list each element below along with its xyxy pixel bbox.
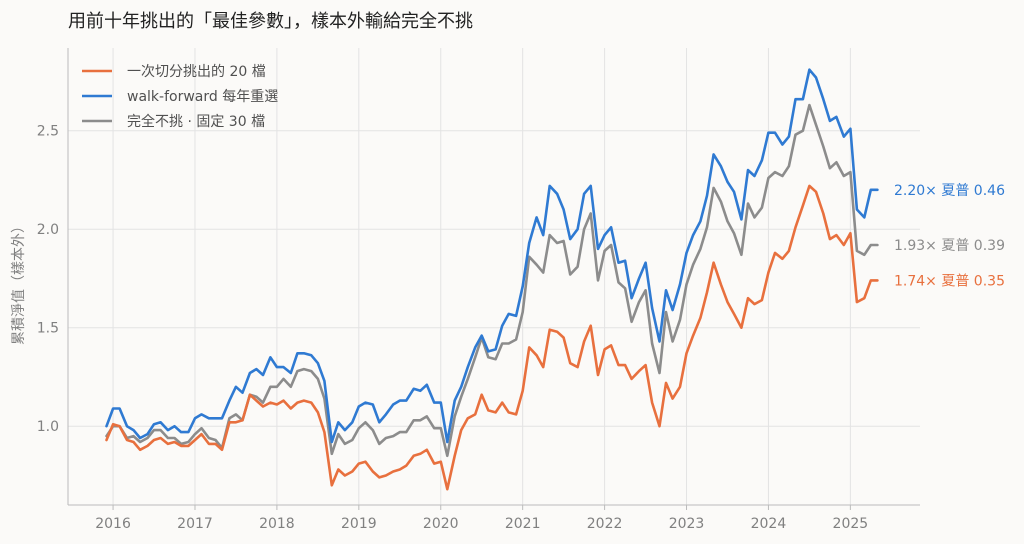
x-tick-label: 2020: [423, 516, 459, 532]
end-label-1: 2.20× 夏普 0.46: [894, 183, 1005, 199]
x-tick-label: 2025: [833, 516, 869, 532]
end-label-0: 1.74× 夏普 0.35: [894, 273, 1005, 289]
axes: 1.0 1.5 2.0 2.5 2016 2017 2018 2019 2020 2021 2022…: [37, 48, 920, 532]
end-labels: 1.74× 夏普 0.35 2.20× 夏普 0.46 1.93× 夏普 0.39: [894, 183, 1005, 290]
x-tick-label: 2024: [751, 516, 787, 532]
x-tick-label: 2016: [95, 516, 131, 532]
x-tick-label: 2023: [669, 516, 705, 532]
y-tick-label: 1.5: [37, 321, 59, 337]
chart-title: 用前十年挑出的「最佳參數」，樣本外輸給完全不挑: [68, 11, 473, 32]
y-axis-label: 累積淨值（樣本外）: [10, 219, 27, 345]
legend-label-1: walk-forward 每年重選: [127, 89, 278, 105]
end-label-2: 1.93× 夏普 0.39: [894, 238, 1005, 254]
y-tick-label: 2.5: [37, 124, 59, 140]
x-tick-label: 2017: [177, 516, 213, 532]
x-tick-label: 2022: [587, 516, 623, 532]
series-layer: [105, 68, 879, 491]
series-line-2: [105, 103, 879, 458]
y-tick-label: 1.0: [37, 419, 59, 435]
legend-label-0: 一次切分挑出的 20 檔: [127, 64, 266, 80]
x-tick-label: 2018: [259, 516, 295, 532]
x-tick-label: 2021: [505, 516, 541, 532]
series-line-1: [105, 68, 879, 444]
legend-label-2: 完全不挑 · 固定 30 檔: [127, 113, 265, 130]
x-tick-label: 2019: [341, 516, 377, 532]
y-tick-label: 2.0: [37, 222, 59, 238]
series-line-0: [105, 184, 879, 491]
